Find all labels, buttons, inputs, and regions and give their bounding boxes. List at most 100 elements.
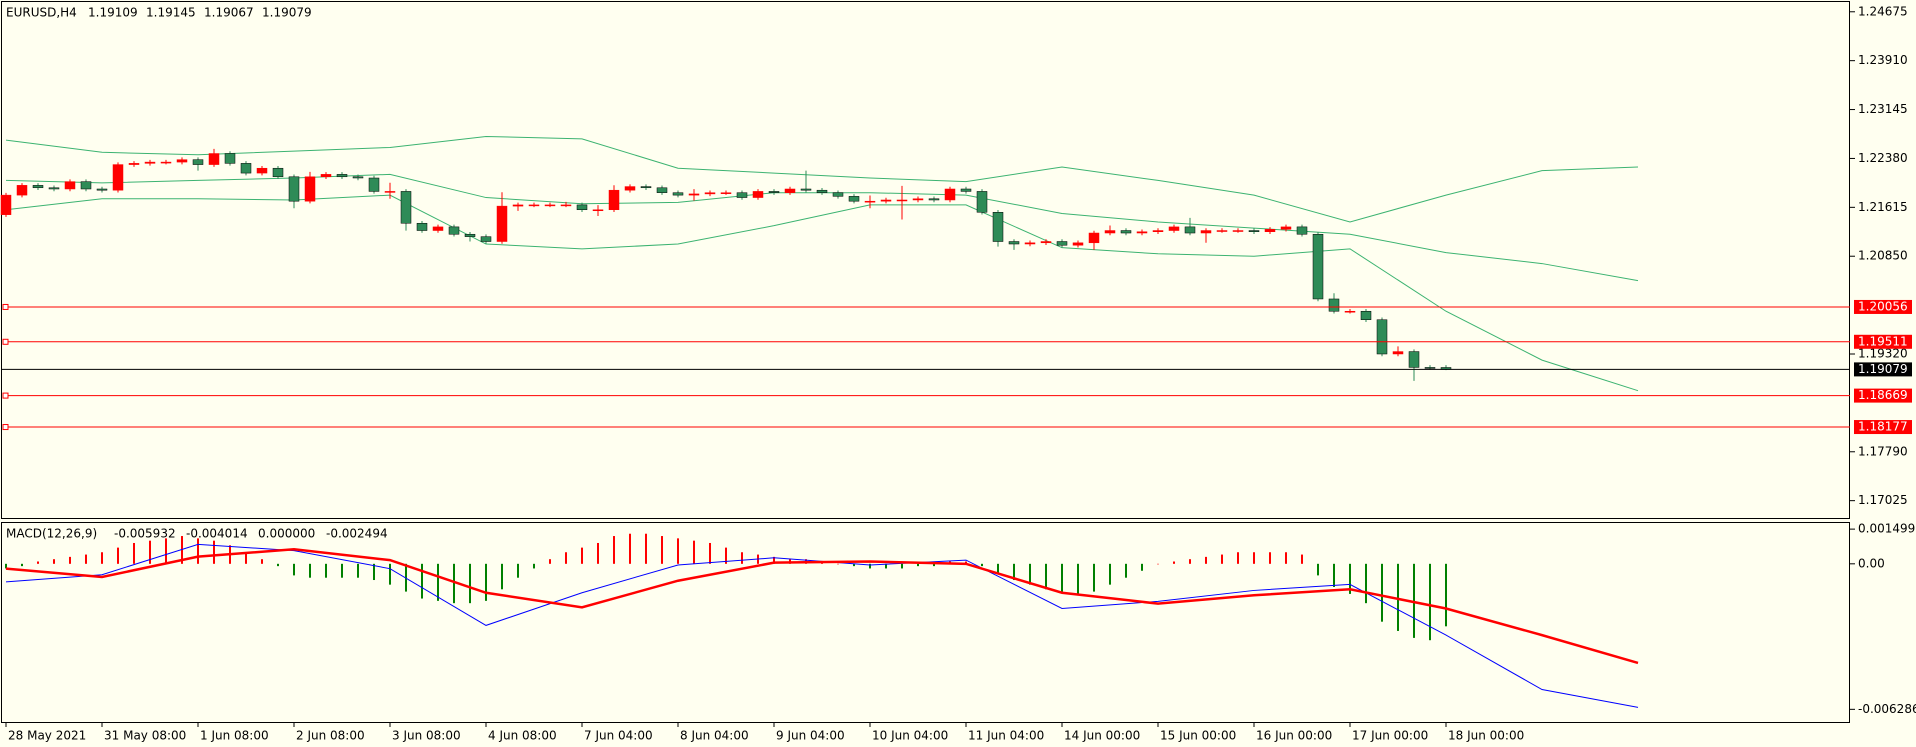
- candle-body: [160, 161, 172, 164]
- macd-histogram-bar: [869, 563, 871, 569]
- macd-histogram-bar: [581, 547, 583, 564]
- candle-body: [736, 192, 748, 198]
- macd-histogram-bar: [1397, 563, 1399, 631]
- x-tick-label: 11 Jun 04:00: [968, 729, 1044, 743]
- macd-histogram-bar: [1189, 559, 1191, 564]
- level-label-box: [1854, 420, 1912, 435]
- macd-histogram-bar: [1333, 563, 1335, 587]
- macd-histogram-bar: [1061, 563, 1063, 592]
- candle-body: [496, 205, 508, 242]
- candle-body: [1072, 242, 1084, 246]
- macd-histogram-bar: [373, 563, 375, 581]
- candle-body: [224, 153, 236, 164]
- x-tick-label: 4 Jun 08:00: [488, 729, 557, 743]
- candle-body: [480, 236, 492, 242]
- candle-body: [928, 198, 940, 201]
- macd-histogram-bar: [197, 538, 199, 564]
- x-tick-label: 2 Jun 08:00: [296, 729, 365, 743]
- macd-histogram-bar: [1285, 552, 1287, 564]
- candle-body: [768, 191, 780, 193]
- candle-body: [0, 194, 12, 215]
- macd-histogram-bar: [549, 559, 551, 564]
- candle-body: [1312, 233, 1324, 300]
- macd-histogram-bar: [597, 542, 599, 564]
- macd-histogram-bar: [1013, 563, 1015, 581]
- macd-histogram-bar: [133, 542, 135, 564]
- macd-histogram-bar: [997, 563, 999, 574]
- candle-body: [752, 191, 764, 198]
- level-handle: [2, 392, 9, 399]
- macd-histogram-bar: [117, 547, 119, 564]
- macd-header-value: 0.000000: [258, 527, 315, 541]
- candle-body: [528, 204, 540, 207]
- header-close: 1.19079: [262, 6, 312, 20]
- macd-histogram-bar: [1141, 563, 1143, 571]
- macd-title: MACD(12,26,9): [6, 527, 97, 541]
- candle-body: [336, 174, 348, 178]
- y-tick-label: 1.17025: [1858, 493, 1908, 507]
- candle-body: [368, 177, 380, 192]
- y-tick-label: 1.19320: [1858, 346, 1908, 360]
- macd-histogram-bar: [693, 540, 695, 564]
- candle-body: [512, 204, 524, 207]
- x-tick-label: 18 Jun 00:00: [1448, 729, 1524, 743]
- candle-body: [320, 174, 332, 178]
- candle-body: [688, 193, 700, 196]
- candle-body: [1232, 230, 1244, 232]
- last-price-box: [1854, 362, 1912, 377]
- y-tick-label: 1.23910: [1858, 53, 1908, 67]
- candle-body: [432, 226, 444, 231]
- candle-body: [1168, 226, 1180, 231]
- candle-body: [16, 185, 28, 196]
- candle-body: [96, 188, 108, 191]
- candle-body: [832, 192, 844, 197]
- x-tick-label: 1 Jun 08:00: [200, 729, 269, 743]
- candle-body: [1376, 319, 1388, 355]
- candle-body: [656, 187, 668, 193]
- x-tick-label: 7 Jun 04:00: [584, 729, 653, 743]
- candle-body: [992, 212, 1004, 242]
- macd-histogram-bar: [1269, 552, 1271, 564]
- macd-line: [5, 547, 1639, 665]
- level-label: 1.18177: [1858, 420, 1908, 434]
- macd-histogram-bar: [901, 563, 903, 569]
- macd-histogram-bar: [437, 563, 439, 601]
- y-tick-label: 1.21615: [1858, 200, 1908, 214]
- level-label-box: [1854, 334, 1912, 349]
- candle-body: [1104, 230, 1116, 234]
- macd-histogram-bar: [53, 559, 55, 564]
- candle-body: [816, 189, 828, 193]
- candle-body: [1024, 242, 1036, 245]
- macd-histogram-bar: [1077, 563, 1079, 594]
- level-label: 1.20056: [1858, 299, 1908, 313]
- candle-body: [1120, 230, 1132, 234]
- macd-histogram-bar: [165, 538, 167, 564]
- y-tick-label: 1.17790: [1858, 444, 1908, 458]
- macd-header-value: -0.002494: [326, 527, 388, 541]
- candle-body: [944, 188, 956, 201]
- header-low: 1.19067: [204, 6, 254, 20]
- candle-body: [848, 196, 860, 202]
- macd-histogram-bar: [309, 563, 311, 578]
- level-label: 1.19511: [1858, 334, 1908, 348]
- candle-body: [560, 204, 572, 207]
- y-tick-label: 0.00: [1858, 556, 1885, 570]
- candle-body: [128, 163, 140, 165]
- macd-histogram-bar: [741, 552, 743, 564]
- candle-body: [416, 222, 428, 231]
- candle-body: [608, 189, 620, 211]
- macd-histogram-bar: [1381, 563, 1383, 622]
- macd-histogram-bar: [1445, 563, 1447, 627]
- macd-histogram-bar: [1237, 552, 1239, 564]
- candle-body: [256, 167, 268, 174]
- candle-body: [32, 185, 44, 189]
- candle-body: [64, 181, 76, 190]
- macd-panel-frame: [1, 522, 1850, 723]
- candle-body: [1008, 241, 1020, 245]
- x-tick-label: 17 Jun 00:00: [1352, 729, 1428, 743]
- header-open: 1.19109: [88, 6, 138, 20]
- macd-header-value: -0.005932: [114, 527, 176, 541]
- macd-histogram-bar: [37, 561, 39, 564]
